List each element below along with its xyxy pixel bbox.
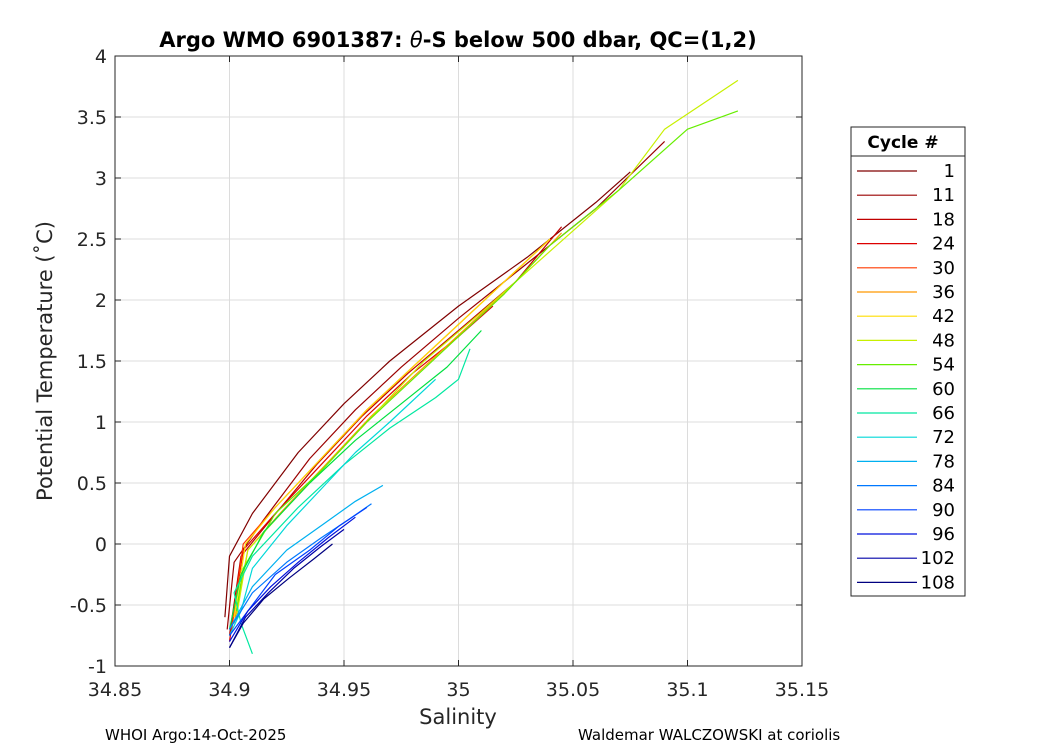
y-tick-label: -1 <box>88 656 107 678</box>
legend-label-cycle-78: 78 <box>932 451 955 472</box>
y-tick-label: 2 <box>95 290 107 312</box>
x-tick-label: 35 <box>446 679 470 701</box>
legend-label-cycle-18: 18 <box>932 209 955 230</box>
x-axis-label: Salinity <box>419 705 497 729</box>
chart-title: Argo WMO 6901387: θ-S below 500 dbar, QC… <box>159 28 756 52</box>
legend: Cycle # 11118243036424854606672788490961… <box>850 126 966 597</box>
legend-label-cycle-36: 36 <box>932 282 955 303</box>
series-line-cycle-102 <box>228 528 345 648</box>
legend-label-cycle-108: 108 <box>921 572 955 593</box>
x-tick-label: 34.9 <box>208 679 250 701</box>
series-line-cycle-54 <box>235 110 739 612</box>
x-tick-label: 34.85 <box>88 679 142 701</box>
series-line-cycle-66 <box>233 348 471 655</box>
series-line-cycle-78 <box>228 484 384 630</box>
legend-label-cycle-11: 11 <box>932 185 955 206</box>
chart-title-theta: θ <box>410 28 423 52</box>
x-tick-label: 35.15 <box>775 679 829 701</box>
y-tick-label: 1 <box>95 412 107 434</box>
series-line-cycle-42 <box>233 238 551 618</box>
legend-label-cycle-30: 30 <box>932 258 955 279</box>
y-axis-label: Potential Temperature (˚C) <box>33 221 57 501</box>
y-tick-label: 1.5 <box>77 351 107 373</box>
legend-label-cycle-102: 102 <box>921 548 955 569</box>
chart-title-prefix: Argo WMO 6901387: <box>159 28 410 52</box>
legend-box <box>850 126 966 597</box>
chart-title-suffix: -S below 500 dbar, QC=(1,2) <box>423 28 757 52</box>
legend-title: Cycle # <box>867 133 938 153</box>
series-layer <box>224 79 739 655</box>
ticks: 34.85 34.9 34.95 35 35.05 35.1 35.15 -1 -0.5 0 0.5… <box>70 46 829 701</box>
legend-label-cycle-84: 84 <box>932 476 955 497</box>
y-tick-label: 2.5 <box>77 229 107 251</box>
series-line-cycle-1 <box>224 171 631 618</box>
legend-label-cycle-54: 54 <box>932 355 955 376</box>
x-tick-label: 34.95 <box>317 679 371 701</box>
legend-label-cycle-42: 42 <box>932 306 955 327</box>
y-tick-label: 3.5 <box>77 107 107 129</box>
x-tick-label: 35.05 <box>546 679 600 701</box>
legend-label-cycle-96: 96 <box>932 524 955 545</box>
legend-label-cycle-48: 48 <box>932 330 955 351</box>
legend-label-cycle-66: 66 <box>932 403 955 424</box>
legend-label-cycle-72: 72 <box>932 427 955 448</box>
x-tick-label: 35.1 <box>666 679 708 701</box>
y-tick-label: 0.5 <box>77 473 107 495</box>
legend-label-cycle-1: 1 <box>944 161 955 182</box>
series-line-cycle-96 <box>228 516 356 642</box>
y-tick-label: 3 <box>95 168 107 190</box>
y-tick-label: 4 <box>95 46 107 68</box>
footer-left: WHOI Argo:14-Oct-2025 <box>105 726 287 744</box>
y-tick-label: -0.5 <box>70 595 107 617</box>
footer-right: Waldemar WALCZOWSKI at coriolis <box>578 726 841 744</box>
legend-label-cycle-60: 60 <box>932 379 955 400</box>
legend-label-cycle-90: 90 <box>932 500 955 521</box>
y-tick-label: 0 <box>95 534 107 556</box>
series-line-cycle-60 <box>228 330 482 630</box>
series-line-cycle-108 <box>228 543 333 648</box>
legend-label-cycle-24: 24 <box>932 234 955 255</box>
